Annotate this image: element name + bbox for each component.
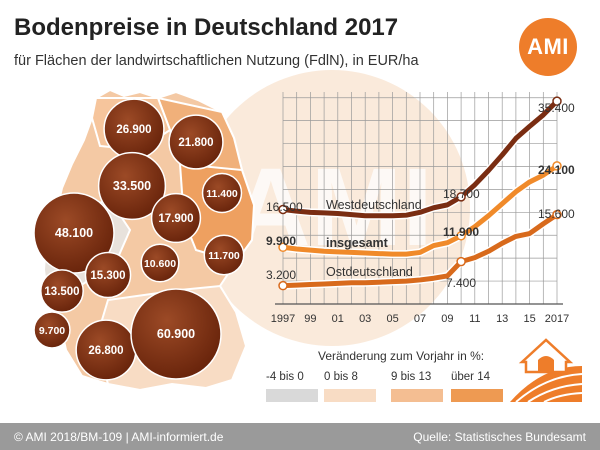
legend: Veränderung zum Vorjahr in %: -4 bis 0 0 b… xyxy=(266,349,503,402)
chart-grid: 1997 99 01 03 05 07 09 11 13 15 2017 xyxy=(271,92,569,325)
end-label-west: 35.400 xyxy=(538,101,575,115)
map-bubble-label: 17.900 xyxy=(158,213,193,225)
map-bubble xyxy=(140,243,180,283)
end-label-total: 24.100 xyxy=(538,163,575,177)
series-point xyxy=(278,242,288,253)
barn-icon xyxy=(510,338,583,403)
page-title: Bodenpreise in Deutschland 2017 xyxy=(14,14,399,41)
map-bubble-label: 33.500 xyxy=(113,179,151,193)
map-bubble-label: 11.400 xyxy=(206,188,238,200)
footer-copyright: © AMI 2018/BM-109 | AMI-informiert.de xyxy=(14,430,224,444)
field-furrow xyxy=(527,383,583,403)
mid-label-east: 7.400 xyxy=(446,276,476,290)
series-point xyxy=(278,280,288,291)
legend-title: Veränderung zum Vorjahr in %: xyxy=(318,349,484,363)
x-tick-label: 2017 xyxy=(545,313,569,325)
legend-swatch xyxy=(451,389,503,402)
map-bubble xyxy=(33,311,71,349)
field-furrow xyxy=(543,392,583,403)
map-bubble-label: 26.800 xyxy=(88,345,123,357)
series-line-0 xyxy=(282,99,559,219)
legend-swatch xyxy=(324,389,376,402)
mid-label-west: 18.700 xyxy=(443,187,480,201)
map-bubble xyxy=(40,269,84,313)
page-subtitle: für Flächen der landwirtschaftlichen Nut… xyxy=(14,53,419,69)
series-name-total: insgesamt xyxy=(326,236,389,250)
x-tick-label: 09 xyxy=(441,313,453,325)
footer-bar: © AMI 2018/BM-109 | AMI-informiert.de Qu… xyxy=(0,423,600,450)
x-tick-label: 13 xyxy=(496,313,508,325)
x-tick-label: 07 xyxy=(414,313,426,325)
series-point xyxy=(456,231,466,241)
series-line-2 xyxy=(282,212,559,289)
end-label-east: 15.600 xyxy=(538,207,575,221)
x-tick-label: 1997 xyxy=(271,313,295,325)
map-bubble-label: 10.600 xyxy=(144,258,176,270)
series-name-west: Westdeutschland xyxy=(326,198,422,212)
map-bubble xyxy=(201,172,243,214)
x-tick-label: 01 xyxy=(332,313,344,325)
map-bubble-label: 15.300 xyxy=(90,270,125,282)
series-point xyxy=(552,209,562,220)
watermark: AMI xyxy=(194,70,470,346)
map-bubble xyxy=(130,288,222,380)
x-tick-label: 03 xyxy=(359,313,371,325)
legend-label: -4 bis 0 xyxy=(266,371,304,383)
series-point xyxy=(456,192,466,202)
footer-source: Quelle: Statistisches Bundesamt xyxy=(413,430,586,444)
map-bubble-label: 60.900 xyxy=(157,327,195,341)
map-bubble-label: 21.800 xyxy=(178,137,213,149)
field-furrow xyxy=(515,373,583,403)
line-series-group: 16.500 Westdeutschland 18.700 35.400 9.900 in… xyxy=(266,96,575,291)
legend-label: 0 bis 8 xyxy=(324,371,358,383)
map-bubble xyxy=(150,192,202,244)
map-bubble-label: 11.700 xyxy=(208,250,240,262)
map-bubble-label: 13.500 xyxy=(44,286,79,298)
watermark-circle xyxy=(194,70,470,346)
map-bubble-label: 26.900 xyxy=(116,124,151,136)
barn-door xyxy=(538,356,554,372)
x-tick-label: 05 xyxy=(386,313,398,325)
series-point xyxy=(456,256,466,267)
series-line-1 xyxy=(282,163,559,257)
start-label-east: 3.200 xyxy=(266,268,296,282)
map-bubbles: 26.900 21.800 33.500 11.400 17.900 48.100 10.6… xyxy=(33,98,245,381)
legend-label: 9 bis 13 xyxy=(391,371,431,383)
x-tick-label: 15 xyxy=(523,313,535,325)
x-tick-label: 11 xyxy=(469,313,480,325)
mid-label-total: 11.900 xyxy=(443,225,479,239)
series-point xyxy=(552,96,562,106)
series-point xyxy=(552,161,562,171)
start-label-total: 9.900 xyxy=(266,234,296,248)
map-bubble-label: 9.700 xyxy=(39,325,65,337)
ami-logo: AMI xyxy=(519,18,577,76)
legend-swatch xyxy=(391,389,443,402)
legend-label: über 14 xyxy=(451,371,491,383)
series-point xyxy=(278,204,288,215)
map-bubble xyxy=(168,114,224,170)
legend-swatch xyxy=(266,389,318,402)
map-bubble xyxy=(84,251,132,299)
map-bubble xyxy=(203,234,245,276)
series-name-east: Ostdeutschland xyxy=(326,265,413,279)
map-bubble xyxy=(97,151,167,221)
start-label-west: 16.500 xyxy=(266,200,303,214)
x-tick-label: 99 xyxy=(304,313,316,325)
map-bubble-label: 48.100 xyxy=(55,226,93,240)
